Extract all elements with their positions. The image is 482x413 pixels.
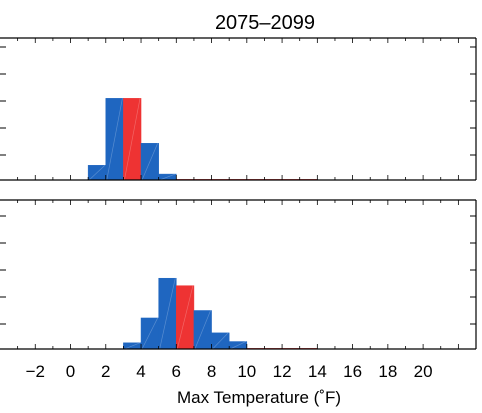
- x-tick-label: −2: [26, 362, 45, 381]
- bar-seam: [159, 278, 176, 350]
- x-tick-label: 6: [172, 362, 181, 381]
- bar-seam: [88, 165, 106, 181]
- x-tick-label: 10: [237, 362, 256, 381]
- x-tick-label: 4: [136, 362, 145, 381]
- chart-title: 2075–2099: [215, 12, 315, 34]
- bar-seam: [124, 98, 141, 181]
- x-axis-label: Max Temperature (˚F): [177, 388, 341, 407]
- bar-seam: [212, 332, 229, 350]
- bar-seam: [124, 342, 141, 350]
- histogram-panel-1: [0, 37, 477, 181]
- bar-seam: [176, 285, 194, 350]
- bar-seam: [106, 98, 123, 181]
- x-tick-label: 16: [343, 362, 362, 381]
- x-tick-label: 2: [101, 362, 110, 381]
- x-tick-label: 8: [207, 362, 216, 381]
- bar-seam: [230, 341, 246, 350]
- x-tick-label: 0: [66, 362, 75, 381]
- x-tick-label: 18: [378, 362, 397, 381]
- bar-seam: [141, 143, 158, 181]
- x-tick-label: 20: [414, 362, 433, 381]
- bar-seam: [159, 173, 176, 181]
- x-tick-label: 14: [308, 362, 327, 381]
- histogram-panel-2: −2 0 2 4 6 8 10 12 14 16 18 20: [0, 199, 477, 381]
- x-tick-label: 12: [273, 362, 292, 381]
- bar-seam: [141, 317, 158, 350]
- bar-seam: [194, 310, 211, 350]
